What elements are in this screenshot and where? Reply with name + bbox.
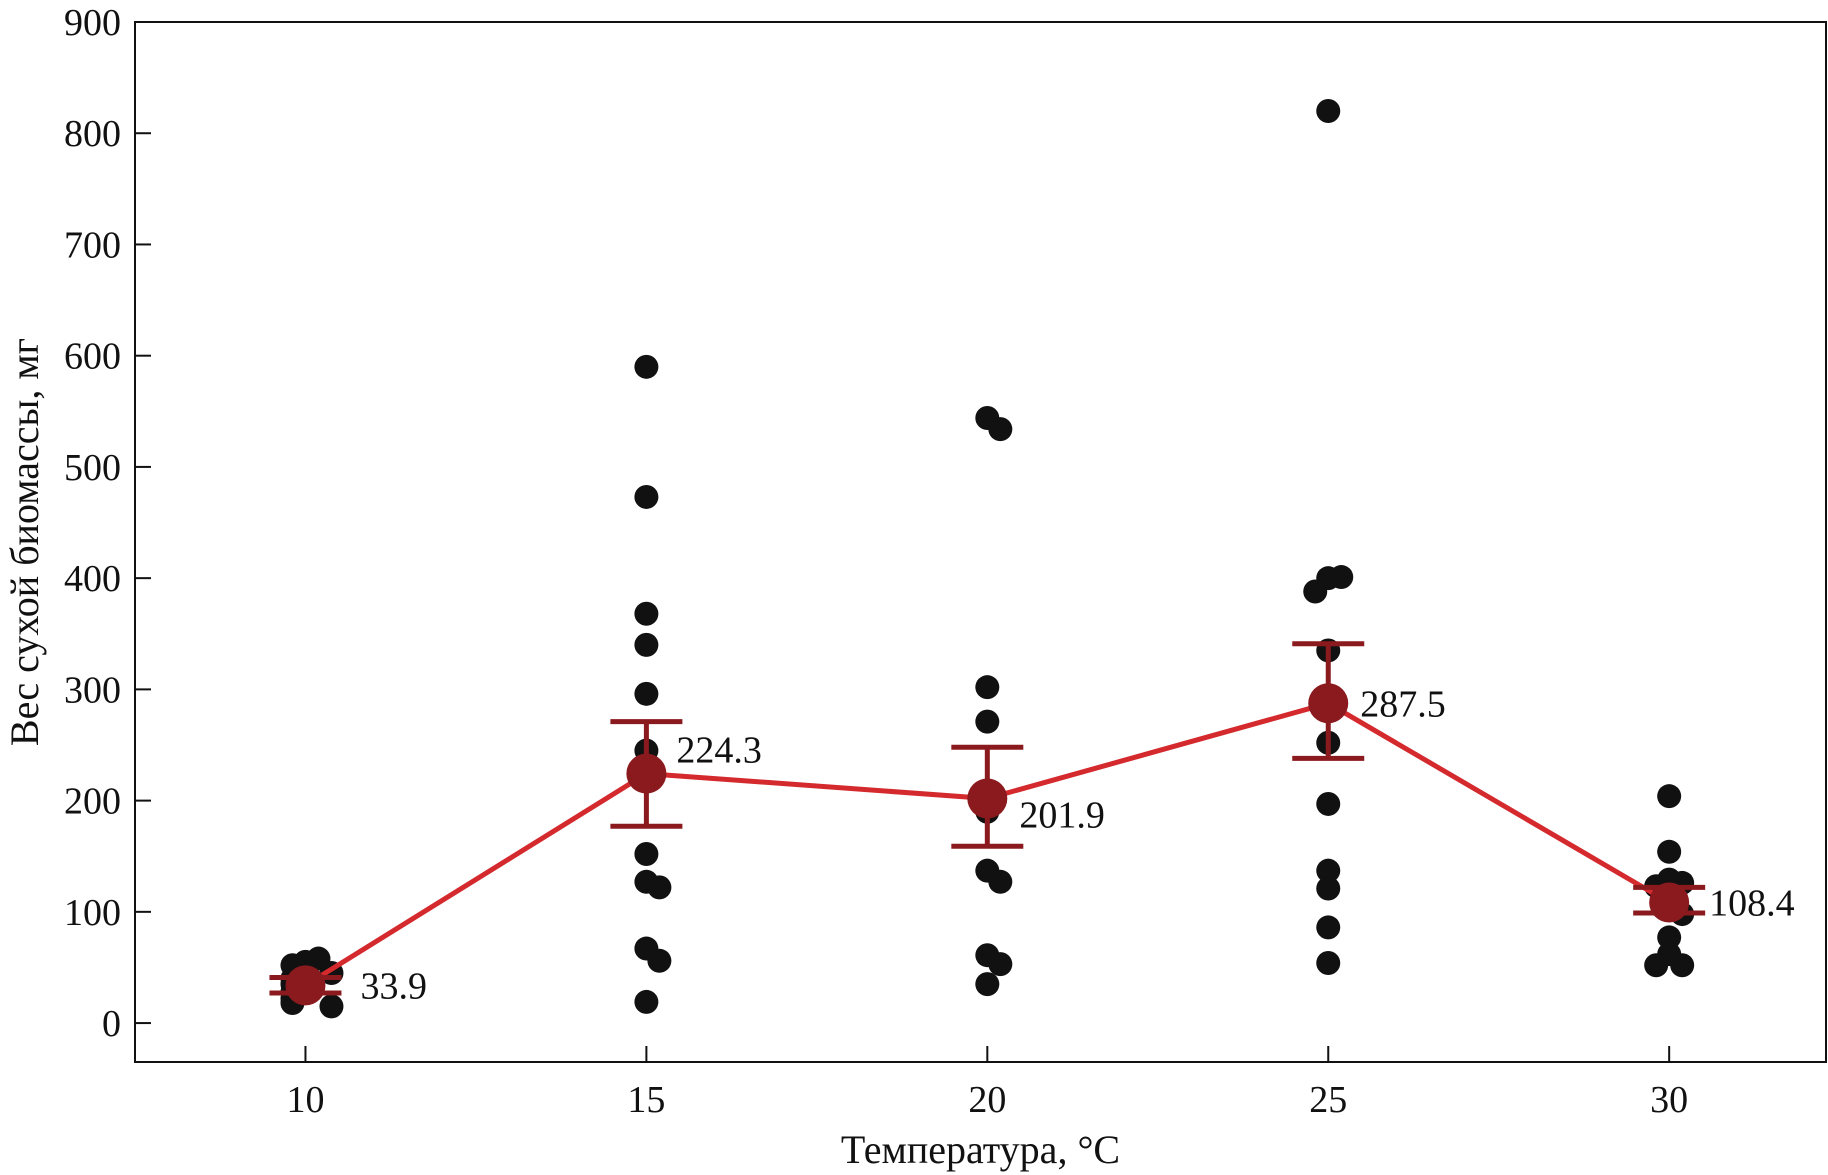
data-point <box>1316 791 1341 816</box>
x-axis-label: Температура, °C <box>841 1127 1120 1172</box>
y-tick-label: 200 <box>64 781 121 823</box>
y-tick-label: 0 <box>102 1003 121 1045</box>
data-point <box>988 417 1013 442</box>
data-point <box>634 842 659 866</box>
x-tick-label: 15 <box>627 1079 665 1121</box>
axis-ticks: 0 100 200 300 400 500 600 700 800 900 10 15 20 25 30 <box>64 2 1688 1121</box>
mean-value-label: 201.9 <box>1019 794 1105 836</box>
data-point <box>647 948 672 973</box>
y-tick-label: 500 <box>64 447 121 489</box>
y-tick-label: 600 <box>64 336 121 378</box>
data-point <box>975 675 1000 700</box>
data-point <box>975 709 1000 734</box>
data-point <box>1329 565 1354 590</box>
mean-value-label: 287.5 <box>1360 683 1446 725</box>
data-point <box>634 354 659 379</box>
y-tick-label: 100 <box>64 892 121 934</box>
plot-frame <box>134 21 1827 1063</box>
mean-marker <box>967 778 1008 819</box>
y-tick-label: 900 <box>64 2 121 44</box>
mean-value-label: 108.4 <box>1709 882 1795 924</box>
data-point <box>1657 784 1682 809</box>
data-point <box>319 994 344 1019</box>
mean-series: 33.9 224.3 201.9 287.5 108.4 <box>269 641 1795 1007</box>
x-tick-label: 30 <box>1650 1079 1688 1121</box>
data-point <box>988 869 1013 894</box>
data-point <box>1657 925 1682 950</box>
data-point <box>1316 98 1341 123</box>
mean-value-label: 33.9 <box>360 965 427 1007</box>
data-points <box>280 98 1695 1019</box>
plot-border <box>134 21 1827 1063</box>
y-axis-label: Вес сухой биомассы, мг <box>2 338 47 746</box>
data-point <box>634 632 659 657</box>
mean-marker <box>285 965 326 1006</box>
data-point <box>1316 858 1341 883</box>
data-point <box>1644 953 1669 978</box>
data-point <box>647 875 672 900</box>
mean-marker <box>1308 683 1349 724</box>
x-tick-label: 25 <box>1309 1079 1347 1121</box>
mean-marker <box>1649 882 1690 923</box>
x-tick-label: 10 <box>286 1079 324 1121</box>
data-point <box>1657 839 1682 864</box>
data-point <box>1316 951 1341 976</box>
data-point <box>634 989 659 1014</box>
data-point <box>634 601 659 626</box>
x-tick-label: 20 <box>968 1079 1006 1121</box>
data-point <box>975 972 1000 997</box>
data-point <box>1316 915 1341 940</box>
data-point <box>1670 953 1695 978</box>
data-point <box>988 952 1013 977</box>
data-point <box>1316 876 1341 901</box>
y-tick-label: 700 <box>64 224 121 266</box>
data-point <box>634 681 659 706</box>
y-tick-label: 400 <box>64 558 121 600</box>
mean-value-label: 224.3 <box>676 730 762 772</box>
y-tick-label: 800 <box>64 113 121 155</box>
data-point <box>1303 579 1328 604</box>
mean-marker <box>626 753 667 794</box>
y-tick-label: 300 <box>64 669 121 711</box>
data-point <box>634 484 659 509</box>
